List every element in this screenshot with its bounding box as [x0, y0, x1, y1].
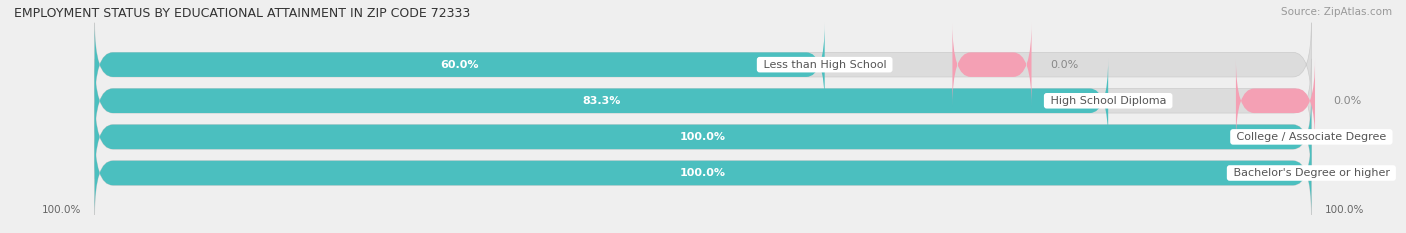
- Text: 0.0%: 0.0%: [1333, 96, 1361, 106]
- FancyBboxPatch shape: [94, 95, 1312, 179]
- FancyBboxPatch shape: [94, 131, 1312, 215]
- FancyBboxPatch shape: [952, 23, 1032, 106]
- FancyBboxPatch shape: [94, 95, 1312, 179]
- FancyBboxPatch shape: [94, 131, 1312, 215]
- Text: 83.3%: 83.3%: [582, 96, 620, 106]
- Text: 60.0%: 60.0%: [440, 60, 479, 70]
- Text: EMPLOYMENT STATUS BY EDUCATIONAL ATTAINMENT IN ZIP CODE 72333: EMPLOYMENT STATUS BY EDUCATIONAL ATTAINM…: [14, 7, 471, 20]
- Text: 100.0%: 100.0%: [681, 168, 725, 178]
- Text: Bachelor's Degree or higher: Bachelor's Degree or higher: [1230, 168, 1393, 178]
- FancyBboxPatch shape: [94, 59, 1108, 143]
- FancyBboxPatch shape: [94, 23, 825, 106]
- Text: High School Diploma: High School Diploma: [1046, 96, 1170, 106]
- FancyBboxPatch shape: [94, 59, 1312, 143]
- Text: 100.0%: 100.0%: [1324, 205, 1364, 215]
- Text: College / Associate Degree: College / Associate Degree: [1233, 132, 1389, 142]
- FancyBboxPatch shape: [94, 23, 1312, 106]
- Text: 100.0%: 100.0%: [681, 132, 725, 142]
- Text: 0.0%: 0.0%: [1050, 60, 1078, 70]
- FancyBboxPatch shape: [1236, 59, 1315, 143]
- Text: 100.0%: 100.0%: [42, 205, 82, 215]
- Text: Source: ZipAtlas.com: Source: ZipAtlas.com: [1281, 7, 1392, 17]
- Text: Less than High School: Less than High School: [759, 60, 890, 70]
